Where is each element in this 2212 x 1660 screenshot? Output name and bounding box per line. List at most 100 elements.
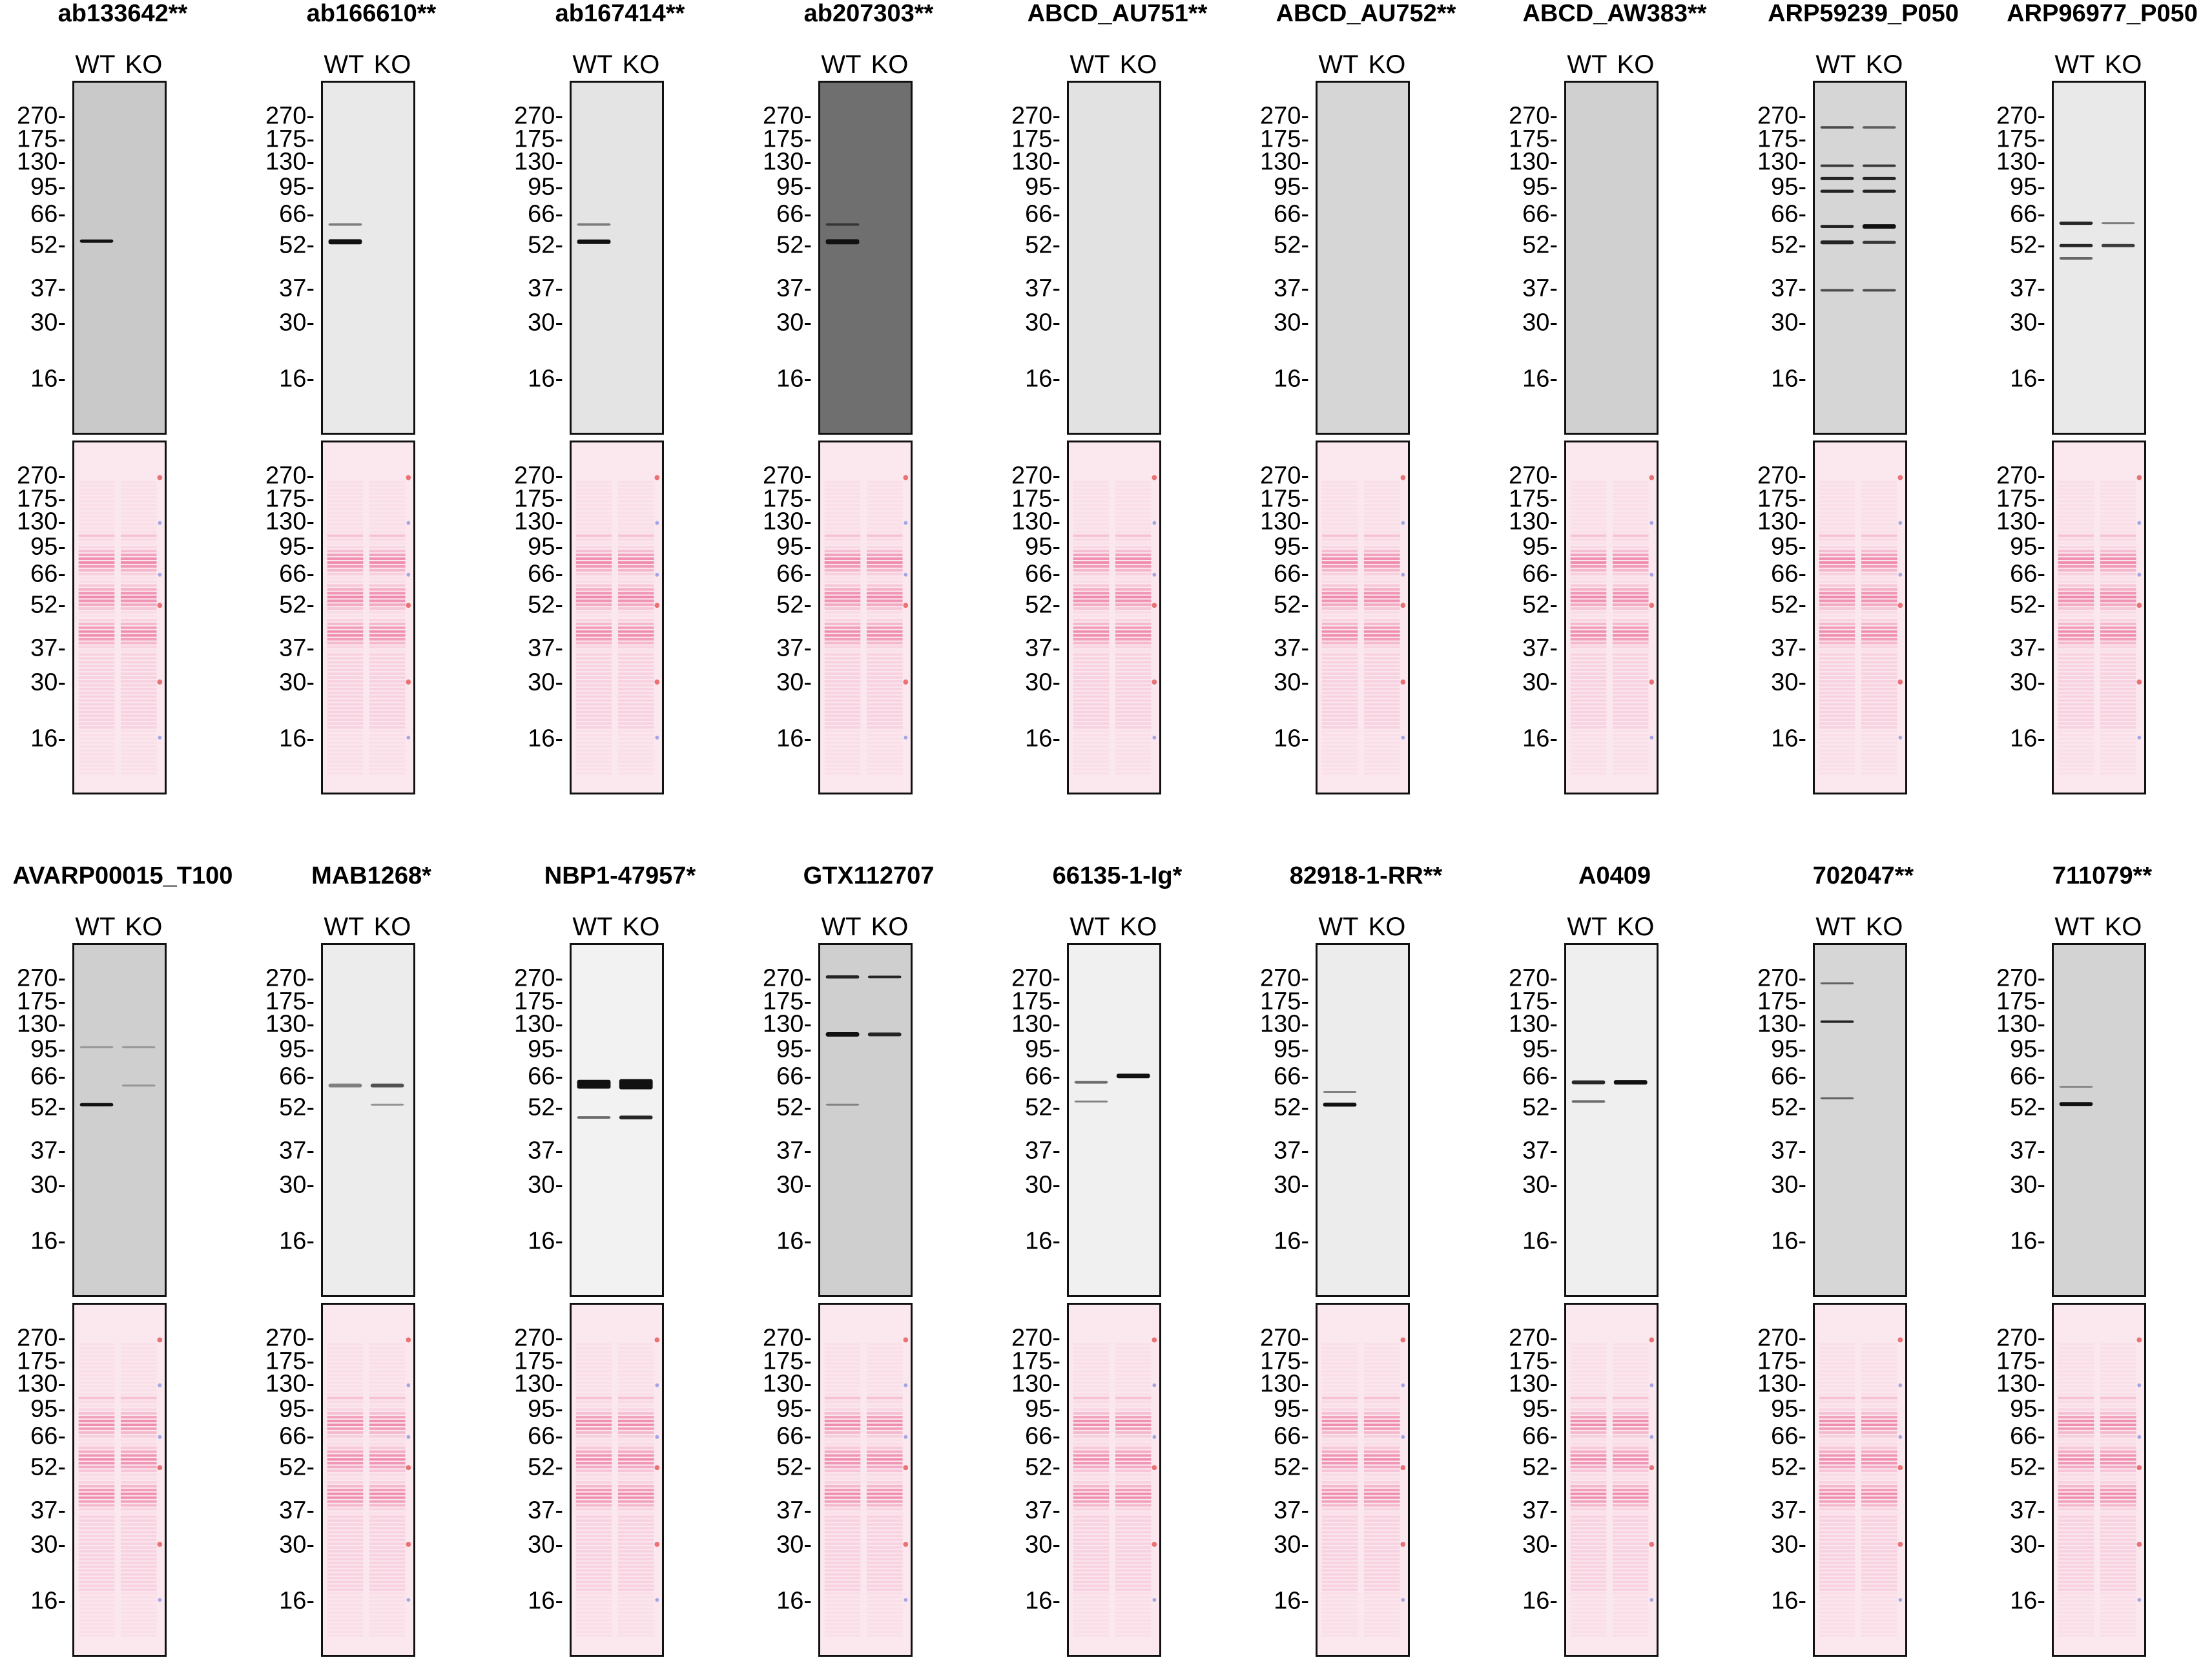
western-blot-image [72, 81, 167, 435]
mw-marker-label: 30 [1274, 1531, 1309, 1559]
protein-band [825, 223, 860, 226]
mw-marker-label: 95 [1025, 534, 1060, 561]
mw-marker-label: 30 [1522, 1531, 1558, 1559]
antibody-title: 66135-1-Ig* [1052, 862, 1183, 889]
ponceau-stain-image [72, 1303, 167, 1657]
mw-marker-label: 52 [30, 592, 66, 619]
mw-marker-label: 16 [1025, 725, 1060, 753]
lane-label-wt: WT [1318, 50, 1359, 79]
mw-marker-label: 37 [1025, 275, 1060, 303]
mw-marker-label: 66 [1771, 201, 1806, 229]
mw-marker-label: 16 [30, 366, 66, 393]
mw-ladder-western: 270175130956652373016 [1243, 943, 1313, 1297]
mw-marker-label: 270 [17, 1325, 66, 1353]
mw-ladder-western: 270175130956652373016 [1741, 943, 1810, 1297]
mw-marker-label: 270 [1757, 103, 1806, 130]
ponceau-stain-image [570, 441, 664, 794]
mw-marker-label: 37 [2010, 1137, 2045, 1165]
mw-marker-label: 270 [1996, 462, 2045, 490]
mw-marker-label: 16 [279, 725, 315, 753]
ponceau-stain-image [818, 1303, 913, 1657]
protein-band [1862, 224, 1896, 229]
lane-label-ko: KO [373, 50, 411, 79]
mw-marker-label: 130 [1011, 508, 1060, 536]
mw-marker-label: 95 [1025, 174, 1060, 202]
mw-marker-label: 95 [30, 534, 66, 561]
mw-marker-label: 95 [30, 174, 66, 202]
mw-marker-label: 130 [1260, 1371, 1309, 1398]
protein-band [1862, 189, 1896, 193]
lane-label-wt: WT [572, 913, 613, 941]
mw-marker-label: 52 [528, 592, 563, 619]
mw-marker-label: 52 [279, 592, 315, 619]
mw-marker-label: 66 [1025, 201, 1060, 229]
mw-marker-label: 30 [1522, 309, 1558, 337]
protein-band [2059, 257, 2093, 260]
blot-panel: ARP59239_P050WTKO27017513095665237301627… [1741, 0, 1986, 798]
lane-label-ko: KO [622, 913, 660, 941]
western-blot-image [570, 81, 664, 435]
lane-label-wt: WT [1815, 913, 1856, 941]
protein-band [1820, 189, 1854, 193]
mw-ladder-western: 270175130956652373016 [249, 943, 318, 1297]
protein-band [1571, 1080, 1606, 1084]
lane-label-wt: WT [821, 50, 862, 79]
lane-label-wt: WT [821, 913, 862, 941]
mw-marker-label: 52 [279, 1454, 315, 1482]
mw-marker-label: 95 [2010, 1396, 2045, 1424]
mw-ladder-western: 270175130956652373016 [0, 943, 70, 1297]
mw-marker-label: 270 [1011, 965, 1060, 993]
mw-marker-label: 270 [1509, 965, 1558, 993]
mw-marker-label: 130 [1757, 1371, 1806, 1398]
mw-marker-label: 270 [1260, 462, 1309, 490]
mw-marker-label: 30 [279, 1531, 315, 1559]
mw-marker-label: 52 [776, 232, 812, 260]
lane-label-wt: WT [1070, 50, 1110, 79]
lane-label-ko: KO [1617, 50, 1655, 79]
antibody-title: 82918-1-RR** [1289, 862, 1443, 889]
mw-marker-label: 66 [528, 1423, 563, 1451]
lane-label-wt: WT [324, 913, 364, 941]
mw-marker-label: 16 [1025, 1588, 1060, 1615]
mw-marker-label: 52 [1771, 1454, 1806, 1482]
mw-marker-label: 130 [265, 1371, 315, 1398]
mw-ladder-ponceau: 270175130956652373016 [1741, 1303, 1810, 1657]
mw-marker-label: 130 [1996, 1011, 2045, 1039]
mw-marker-label: 37 [1771, 1497, 1806, 1525]
lane-labels: WT KO [817, 50, 914, 79]
antibody-title: NBP1-47957* [544, 862, 696, 889]
protein-band [577, 239, 611, 244]
mw-marker-label: 66 [1522, 1423, 1558, 1451]
mw-ladder-western: 270175130956652373016 [497, 81, 567, 435]
mw-marker-label: 16 [528, 1228, 563, 1256]
mw-marker-label: 130 [17, 1011, 66, 1039]
western-blot-image [2052, 81, 2146, 435]
ponceau-stain-image [321, 441, 415, 794]
mw-marker-label: 66 [1522, 1063, 1558, 1091]
lane-labels: WT KO [1812, 913, 1908, 942]
protein-band [2101, 244, 2135, 247]
blot-panel: A0409WTKO2701751309566523730162701751309… [1492, 862, 1737, 1660]
ponceau-stain-image [2052, 1303, 2146, 1657]
mw-marker-label: 16 [1025, 1228, 1060, 1256]
mw-marker-label: 52 [1025, 1454, 1060, 1482]
mw-marker-label: 16 [528, 1588, 563, 1615]
mw-marker-label: 30 [1771, 1531, 1806, 1559]
mw-marker-label: 16 [1771, 725, 1806, 753]
mw-ladder-western: 270175130956652373016 [1979, 81, 2049, 435]
lane-label-ko: KO [1119, 50, 1157, 79]
mw-ladder-ponceau: 270175130956652373016 [1492, 1303, 1562, 1657]
mw-marker-label: 130 [1260, 149, 1309, 176]
mw-marker-label: 52 [1522, 232, 1558, 260]
protein-band [825, 1103, 860, 1106]
mw-marker-label: 66 [279, 201, 315, 229]
mw-marker-label: 30 [776, 1531, 812, 1559]
mw-ladder-ponceau: 270175130956652373016 [995, 441, 1064, 794]
mw-marker-label: 270 [265, 1325, 315, 1353]
mw-marker-label: 30 [1025, 1172, 1060, 1199]
mw-marker-label: 37 [1274, 1497, 1309, 1525]
blot-panel: ab167414**WTKO27017513095665237301627017… [497, 0, 743, 798]
blot-panel: ab133642**WTKO27017513095665237301627017… [0, 0, 245, 798]
mw-marker-label: 37 [1274, 275, 1309, 303]
mw-marker-label: 95 [776, 1396, 812, 1424]
